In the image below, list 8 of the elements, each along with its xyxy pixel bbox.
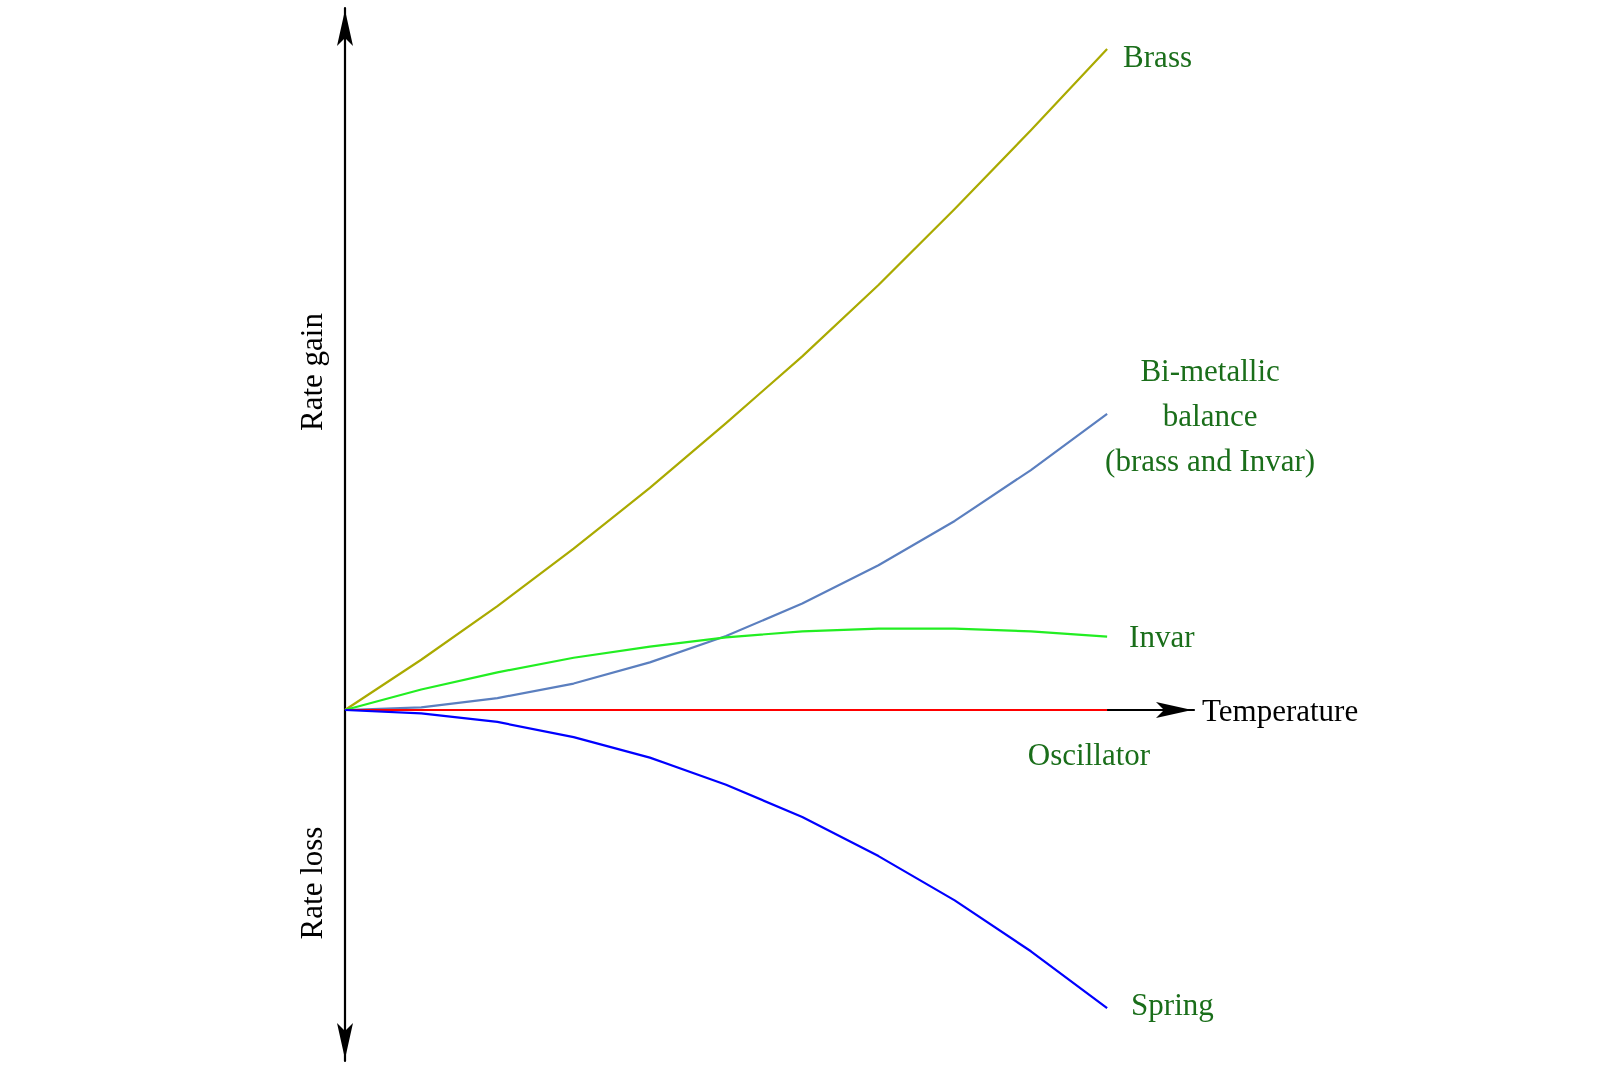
series-label: Bi-metallic balance (brass and Invar): [1105, 353, 1316, 479]
series-label: Spring: [1131, 986, 1214, 1022]
text: Rate loss: [294, 826, 329, 940]
series-label: Invar: [1129, 619, 1196, 655]
series-label: Brass: [1123, 39, 1193, 75]
series-label: Oscillator: [1027, 736, 1151, 772]
x-axis-title: Temperature: [1202, 692, 1359, 728]
y-axis-title: Rate gain: [294, 312, 329, 431]
